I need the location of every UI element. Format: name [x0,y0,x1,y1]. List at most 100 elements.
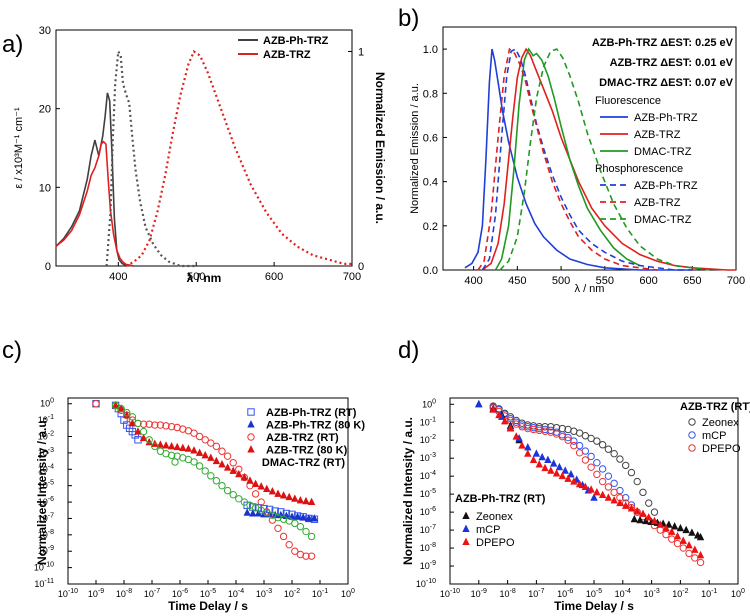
delta-est-annotation: AZB-Ph-TRZ ΔEST: 0.25 eV [592,37,734,49]
data-point [134,427,142,435]
data-point [691,545,699,553]
data-point [139,420,148,428]
tick-exponent: -10 [450,588,460,595]
tick-exponent: -8 [509,588,515,595]
data-point [268,487,277,495]
y-tick-label: 0 [45,261,51,273]
data-point [604,493,613,501]
x-tick-label: 650 [683,275,701,287]
x-axis-label: λ / nm [575,283,605,295]
data-point [293,512,302,520]
data-point [212,456,221,465]
data-point [263,484,271,492]
data-point [235,469,243,478]
data-point [575,479,584,488]
data-point [529,425,538,434]
data-point [685,549,693,558]
legend-group-title: Phosphorescence [595,163,683,175]
data-point [541,463,549,472]
data-point [668,527,676,535]
tick-exponent: -7 [154,588,160,595]
data-point [532,449,541,457]
data-point [201,436,209,444]
legend-label: mCP [702,430,726,442]
data-point [682,525,690,534]
y-tick-label: 30 [39,25,51,37]
data-point [240,498,249,506]
data-point [179,443,187,451]
tick-exponent: -2 [48,431,54,438]
y2-axis-label: Normalized Emission / a.u. [373,72,387,224]
data-point [462,511,470,520]
x-tick-label: 10-2 [284,588,300,599]
tick-exponent: -8 [126,588,132,595]
data-point [243,508,251,516]
tick-exponent: 0 [351,588,355,595]
y-tick-label: 10-3 [420,452,436,463]
data-point [598,477,607,486]
x-tick-label: 700 [343,271,361,283]
y-tick-label: 0.2 [423,221,438,233]
data-point [223,452,232,460]
x-tick-label: 100 [341,588,355,599]
data-point [512,432,520,440]
data-point [587,463,595,471]
y-tick-label: 10-1 [38,414,54,425]
data-point [162,422,170,430]
legend-group-title: AZB-Ph-TRZ (RT) [455,493,546,505]
panel-b: 400 450 500 550 600 650 700 0.0 0.2 0.4 0.6 0.8 1.0 λ… [409,26,745,295]
data-point [285,540,293,549]
delta-est-annotation: DMAC-TRZ ΔEST: 0.07 eV [599,77,733,89]
data-point [604,472,613,480]
data-point [549,459,558,467]
plot-frame [55,29,353,267]
tick-exponent: -10 [426,578,436,585]
data-point [229,459,237,467]
legend-label: AZB-Ph-TRZ (RT) [266,407,357,419]
y-tick-label: 10-6 [38,496,54,507]
y-axis-label: Normalized Intensity / a.u. [35,417,49,565]
data-point [593,458,601,467]
tick-exponent: -2 [682,588,688,595]
x-tick-label: 10-5 [586,588,602,599]
data-point [670,522,679,530]
y-tick-label: 10-5 [38,480,54,491]
x-tick-label: 700 [727,275,745,287]
data-point [184,444,193,452]
y-tick-label: 10-11 [34,578,54,589]
data-point [279,491,288,499]
x-tick-label: 10-2 [672,588,688,599]
data-point [593,470,601,479]
data-point [518,441,526,449]
tick-exponent: -3 [653,588,659,595]
data-point [212,442,221,451]
data-point [123,409,131,417]
tick-exponent: -7 [538,588,544,595]
series-line [499,48,710,271]
tick-exponent: -6 [182,588,188,595]
data-point [598,490,607,499]
tick-exponent: -10 [68,588,78,595]
tick-exponent: -6 [430,506,436,513]
data-point [501,416,509,425]
data-point [538,452,546,461]
legend-group-title: Fluorescence [595,95,661,107]
data-point [506,424,515,432]
panel-c: 10-10 10-9 10-8 10-7 10-6 10-5 10-4 10-3 10-2 10-… [34,397,365,613]
data-point [555,462,564,471]
tick-exponent: -6 [567,588,573,595]
y-axis-label: Normalized Intensity / a.u. [401,417,415,565]
legend-label: AZB-TRZ (RT) [266,432,339,444]
y-tick-label: 10-3 [38,447,54,458]
x-tick-label: 600 [265,271,283,283]
tick-exponent: -1 [711,588,717,595]
data-point [524,449,532,457]
data-point [688,528,696,536]
data-point [636,515,644,524]
data-point [310,514,319,522]
data-point [302,527,310,536]
data-point [156,440,165,448]
tick-exponent: -7 [430,524,436,531]
data-point [567,470,575,478]
